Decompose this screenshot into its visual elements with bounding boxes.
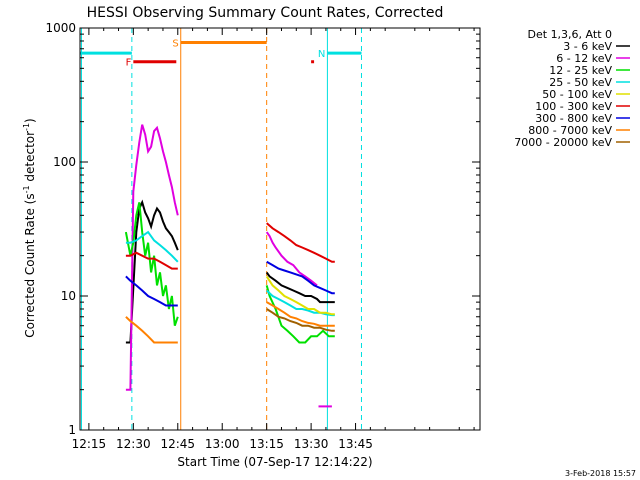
y-label-mid: detector <box>23 131 37 186</box>
legend-entry-label: 12 - 25 keV <box>549 64 612 77</box>
flag-bars-layer: N F S <box>80 38 362 69</box>
legend-entry-label: 25 - 50 keV <box>549 76 612 89</box>
series-line <box>265 285 335 344</box>
y-label-sup1: -1 <box>22 185 31 193</box>
y-label-main: Corrected Count Rate (s <box>23 193 37 337</box>
x-tick-label: 12:30 <box>116 437 151 451</box>
x-tick-label: 13:15 <box>249 437 284 451</box>
x-tick-label: 12:15 <box>72 437 107 451</box>
series-line <box>266 222 335 263</box>
legend-title: Det 1,3,6, Att 0 <box>528 28 612 41</box>
series-line <box>266 289 335 317</box>
legend-entry-label: 800 - 7000 keV <box>528 124 612 137</box>
plot-area: N F S <box>79 27 481 431</box>
series-line <box>124 202 179 327</box>
legend-entry-label: 7000 - 20000 keV <box>514 136 612 149</box>
y-axis-label: Corrected Count Rate (s-1 detector-1) <box>22 118 37 337</box>
x-axis: 12:15 12:30 12:45 13:00 13:15 13:30 13:45 <box>72 28 475 451</box>
series-line <box>125 199 179 344</box>
y-tick-label: 1000 <box>45 21 76 35</box>
flag-bar-label: N <box>318 49 325 60</box>
legend-entry-label: 3 - 6 keV <box>563 40 612 53</box>
y-label-sup2: -1 <box>22 123 31 131</box>
series-line <box>125 230 179 263</box>
y-tick-label: 1 <box>68 423 76 437</box>
legend-entry-label: 100 - 300 keV <box>535 100 612 113</box>
flag-bar-label: S <box>172 38 178 49</box>
y-label-end: ) <box>23 118 37 123</box>
x-tick-label: 12:45 <box>160 437 195 451</box>
footer-date: 3-Feb-2018 15:57 <box>565 469 636 478</box>
y-tick-label: 10 <box>61 289 76 303</box>
flag-bar-label: F <box>126 58 132 69</box>
series-line <box>266 260 335 295</box>
y-axis: 1000 100 10 1 <box>45 21 480 437</box>
x-axis-label: Start Time (07-Sep-17 12:14:22) <box>177 455 372 469</box>
series-line <box>265 231 318 287</box>
markers-layer <box>80 28 362 430</box>
series-line <box>265 275 335 316</box>
chart-title: HESSI Observing Summary Count Rates, Cor… <box>87 5 444 21</box>
legend-entry-label: 300 - 800 keV <box>535 112 612 125</box>
series-line <box>266 308 335 332</box>
legend-entry-label: 50 - 100 keV <box>542 88 612 101</box>
x-tick-label: 13:30 <box>294 437 329 451</box>
x-tick-label: 13:00 <box>205 437 240 451</box>
series-line <box>125 275 178 307</box>
series-layer <box>124 124 335 408</box>
series-line <box>125 251 178 270</box>
series-line <box>125 124 179 391</box>
x-tick-label: 13:45 <box>338 437 373 451</box>
series-line <box>125 316 178 344</box>
series-line <box>266 301 335 327</box>
plot-frame <box>79 27 481 431</box>
y-tick-label: 100 <box>53 155 76 169</box>
legend-entry-label: 6 - 12 keV <box>556 52 612 65</box>
series-line <box>265 271 335 304</box>
